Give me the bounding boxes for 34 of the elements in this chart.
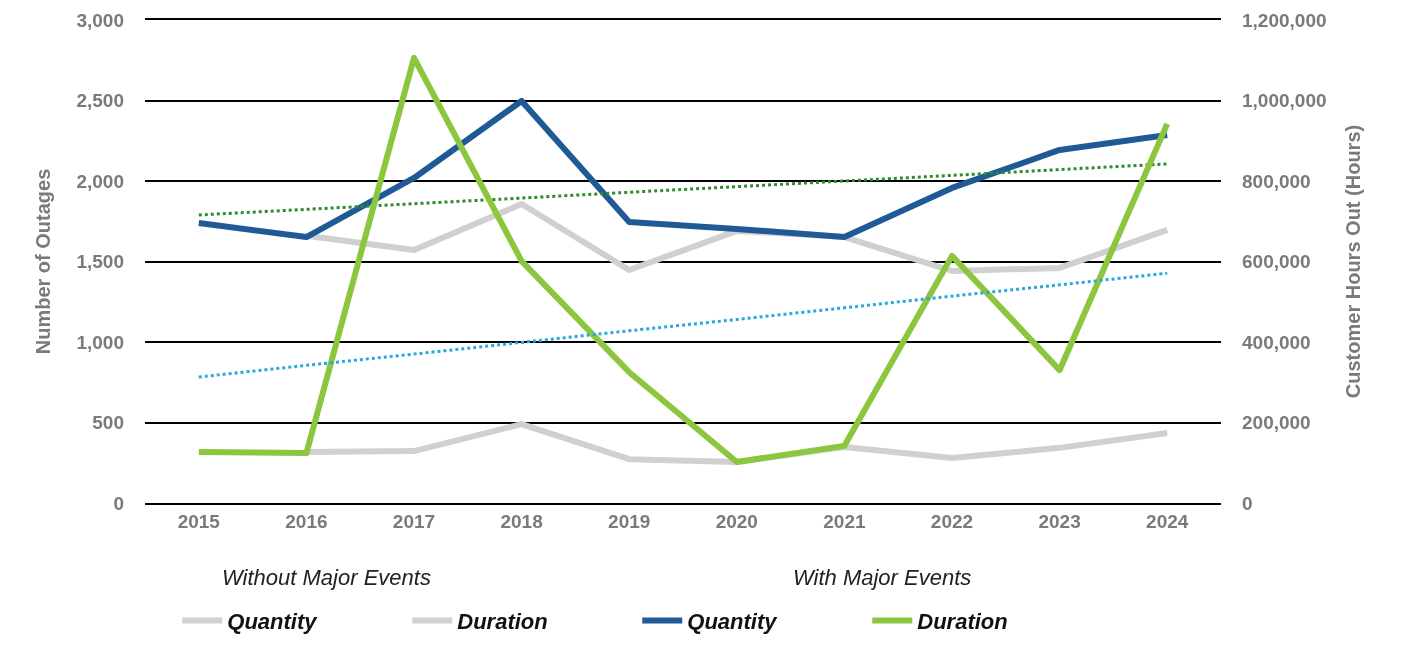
legend-label: Quantity xyxy=(227,608,319,634)
x-tick-label: 2016 xyxy=(285,510,328,532)
x-tick-label: 2017 xyxy=(392,510,436,532)
y-tick-label: 0 xyxy=(113,492,124,514)
legend-label: Duration xyxy=(917,608,1008,634)
text: Without Major Events xyxy=(222,565,431,590)
y-tick-label: 2,500 xyxy=(76,90,124,112)
y2-tick-label: 800,000 xyxy=(1242,170,1311,192)
y-tick-label: 2,000 xyxy=(76,170,124,192)
y2-tick-label: 200,000 xyxy=(1242,412,1311,434)
y-axis-title: Number of Outages xyxy=(31,168,54,355)
x-tick-label: 2020 xyxy=(715,510,758,532)
x-tick-label: 2023 xyxy=(1038,510,1081,532)
y-tick-label: 1,000 xyxy=(76,331,124,353)
x-tick-label: 2015 xyxy=(177,510,221,532)
y2-axis-title: Customer Hours Out (Hours) xyxy=(1342,124,1365,399)
x-tick-label: 2018 xyxy=(500,510,543,532)
y-tick-label: 1,500 xyxy=(76,251,124,273)
line-series xyxy=(197,162,1169,217)
x-tick-label: 2022 xyxy=(930,510,974,532)
text: With Major Events xyxy=(793,565,972,590)
x-tick-label: 2019 xyxy=(608,510,651,532)
x-tick-label: 2024 xyxy=(1146,510,1189,532)
y2-tick-label: 0 xyxy=(1242,492,1253,514)
y-tick-label: 500 xyxy=(92,412,124,434)
legend-label: Duration xyxy=(457,608,548,634)
legend-label: Quantity xyxy=(687,608,779,634)
x-tick-label: 2021 xyxy=(823,510,866,532)
y2-tick-label: 400,000 xyxy=(1242,331,1311,353)
y2-tick-label: 1,000,000 xyxy=(1242,90,1327,112)
y2-tick-label: 1,200,000 xyxy=(1242,9,1327,31)
y2-tick-label: 600,000 xyxy=(1242,251,1311,273)
y-tick-label: 3,000 xyxy=(76,9,124,31)
line-series xyxy=(197,271,1169,379)
